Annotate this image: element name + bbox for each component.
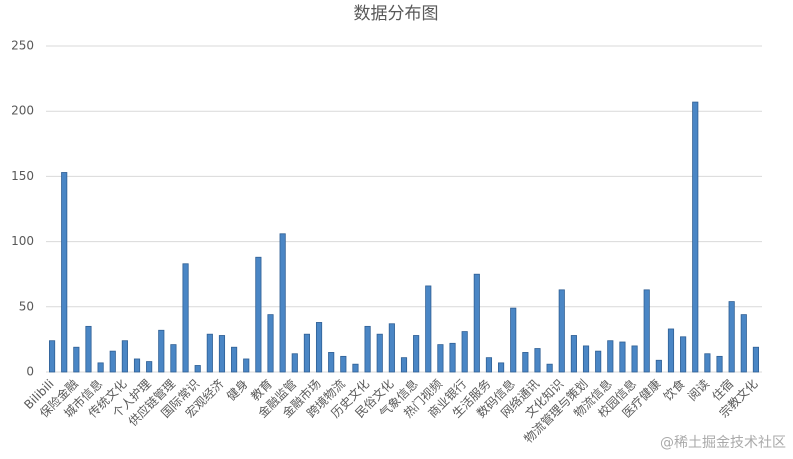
bar (716, 355, 723, 373)
bar (667, 328, 675, 373)
bar (170, 344, 177, 373)
watermark: @稀土掘金技术社区 (660, 435, 786, 451)
bar (218, 335, 226, 373)
bar (303, 333, 310, 373)
bar (352, 363, 359, 373)
y-tick-label: 50 (19, 299, 34, 313)
bar (121, 340, 128, 373)
bar (328, 352, 335, 373)
bar (449, 342, 456, 373)
bar (97, 362, 104, 373)
bar (376, 333, 383, 373)
bar (85, 325, 92, 373)
bar (255, 256, 262, 373)
bar (413, 335, 420, 373)
bar (158, 329, 165, 373)
bar (570, 335, 577, 373)
bar (595, 350, 602, 373)
bar (206, 333, 213, 373)
bar (133, 358, 141, 373)
bar (522, 352, 529, 373)
y-tick-label: 250 (11, 39, 34, 53)
bar (437, 344, 444, 373)
x-tick-label: 健身 (223, 376, 251, 404)
bar (61, 172, 68, 373)
y-tick-label: 0 (26, 365, 34, 379)
bar (146, 361, 153, 373)
y-tick-label: 150 (11, 169, 34, 183)
bar (364, 325, 371, 373)
bar (243, 358, 250, 373)
bar (534, 348, 541, 373)
y-tick-label: 100 (11, 234, 34, 248)
bar (267, 314, 274, 373)
bar (692, 101, 699, 373)
bar (740, 314, 747, 373)
bar (631, 345, 638, 373)
bar (643, 289, 650, 373)
bar (340, 355, 347, 373)
bar (425, 285, 432, 373)
bar (388, 323, 395, 373)
bar (315, 322, 323, 373)
x-tick-label: 阅读 (685, 377, 712, 404)
bar (400, 357, 408, 373)
bar (231, 346, 238, 373)
bar (607, 340, 614, 373)
bar (582, 345, 590, 373)
bar (182, 263, 189, 373)
bar (291, 353, 298, 373)
bar (752, 346, 760, 373)
bar (558, 289, 565, 373)
bar (498, 362, 505, 373)
bar (655, 359, 662, 373)
bar (473, 273, 480, 373)
bar (194, 365, 201, 373)
bar (704, 353, 711, 373)
x-tick-label: 饮食 (660, 376, 688, 404)
bar (680, 336, 687, 373)
bar (485, 357, 493, 373)
y-tick-label: 200 (11, 104, 34, 118)
bar (48, 340, 56, 373)
bar (279, 233, 286, 373)
bar (109, 350, 116, 373)
bar (461, 331, 468, 373)
bar (510, 307, 517, 373)
bar (728, 301, 735, 373)
bar (546, 363, 553, 373)
bar (619, 341, 626, 373)
chart-title: 数据分布图 (354, 4, 439, 24)
bar (73, 346, 80, 373)
